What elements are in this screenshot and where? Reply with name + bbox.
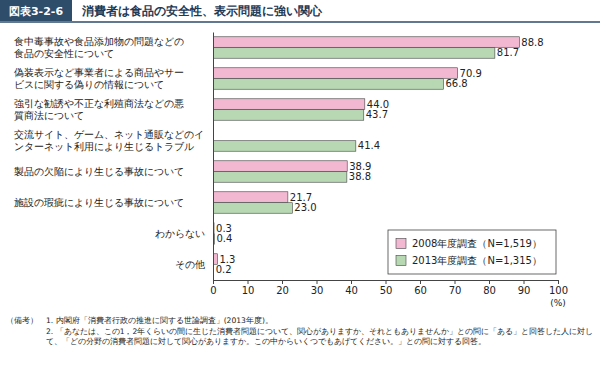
x-tick-mark xyxy=(386,280,387,284)
x-tick: 0 xyxy=(210,280,216,296)
category-label: 食中毒事故や食品添加物の問題などの食品の安全性について xyxy=(14,36,184,59)
note: 2. 「あなたは、この1，2年くらいの間に生じた消費者問題について、関心がありま… xyxy=(46,327,594,348)
data-label: 81.7 xyxy=(497,47,519,58)
x-tick-mark xyxy=(420,280,421,284)
category-label: 施設の瑕疵により生じる事故について xyxy=(14,197,184,208)
data-label: 66.8 xyxy=(445,78,467,89)
x-tick: 90 xyxy=(518,280,531,296)
data-label: 0.2 xyxy=(216,264,232,275)
x-tick-mark xyxy=(524,280,525,284)
data-label: 41.4 xyxy=(358,140,380,151)
data-label: 0.3 xyxy=(216,223,232,234)
legend-label: 2008年度調査（N=1,519） xyxy=(412,238,542,249)
category-label: 交流サイト、ゲーム、ネット通販などのインターネット利用により生じるトラブル xyxy=(14,129,204,152)
x-tick: 40 xyxy=(345,280,358,296)
category-label: 偽装表示など事業者による商品やサービスに関する偽りの情報について xyxy=(14,67,184,90)
notes-label: （備考） xyxy=(6,316,46,348)
data-label: 88.8 xyxy=(521,37,543,48)
data-label: 43.7 xyxy=(366,109,388,120)
header-box xyxy=(0,0,72,21)
bar xyxy=(213,192,288,203)
data-label: 21.7 xyxy=(290,192,312,203)
x-tick-mark xyxy=(248,280,249,284)
legend-box xyxy=(388,230,556,274)
x-tick-label: 40 xyxy=(345,285,358,296)
x-tick-mark xyxy=(282,280,283,284)
note: 1. 内閣府「消費者行政の推進に関する世論調査」(2013年度)。 xyxy=(46,316,594,327)
x-tick: 20 xyxy=(276,280,289,296)
x-tick-label: 50 xyxy=(380,285,393,296)
x-tick-label: 70 xyxy=(449,285,462,296)
x-tick: 100 xyxy=(549,280,568,296)
data-label: 23.0 xyxy=(294,202,316,213)
category-label: その他 xyxy=(175,259,205,270)
x-tick-mark xyxy=(317,280,318,284)
data-label: 38.9 xyxy=(349,161,371,172)
data-label: 44.0 xyxy=(367,99,389,110)
x-tick-mark xyxy=(558,280,559,284)
title: 消費者は食品の安全性、表示問題に強い関心 xyxy=(81,4,323,18)
x-tick-mark xyxy=(489,280,490,284)
data-label: 38.8 xyxy=(349,171,371,182)
x-tick-label: 0 xyxy=(210,285,216,296)
bar xyxy=(213,172,347,183)
category-labels: 食中毒事故や食品添加物の問題などの食品の安全性について偽装表示など事業者による商… xyxy=(14,36,205,270)
x-tick-label: 60 xyxy=(414,285,427,296)
bar xyxy=(213,99,365,110)
notes-list: 1. 内閣府「消費者行政の推進に関する世論調査」(2013年度)。2. 「あなた… xyxy=(46,316,594,348)
category-label: 製品の欠陥により生じる事故について xyxy=(14,166,184,177)
figure-label: 図表3-2-6 xyxy=(9,5,63,18)
header-rule xyxy=(0,21,600,23)
x-tick-label: 80 xyxy=(483,285,496,296)
bar xyxy=(213,37,519,48)
x-tick-label: 20 xyxy=(276,285,289,296)
x-tick-label: 10 xyxy=(242,285,255,296)
x-axis: 0 10 20 30 40 50 60 70 80 90 100 xyxy=(210,280,568,296)
category-label: わからない xyxy=(155,228,205,239)
x-tick: 30 xyxy=(311,280,324,296)
x-tick-label: 90 xyxy=(518,285,531,296)
x-tick: 10 xyxy=(242,280,255,296)
data-label: 1.3 xyxy=(219,254,235,265)
x-tick: 70 xyxy=(449,280,462,296)
category-label: 強引な勧誘や不正な利殖商法などの悪質商法について xyxy=(14,98,184,121)
legend: 2008年度調査（N=1,519） 2013年度調査（N=1,315） xyxy=(388,230,556,274)
legend-label: 2013年度調査（N=1,315） xyxy=(412,255,542,266)
x-tick-mark xyxy=(455,280,456,284)
x-tick: 50 xyxy=(380,280,393,296)
bar xyxy=(213,141,356,152)
data-label: 70.9 xyxy=(460,68,482,79)
x-axis-title: (%) xyxy=(550,298,566,308)
x-tick: 60 xyxy=(414,280,427,296)
legend-swatch xyxy=(396,256,406,266)
data-label: 0.4 xyxy=(216,233,232,244)
bar xyxy=(213,110,364,121)
bar xyxy=(213,161,347,172)
bar xyxy=(213,68,458,79)
x-axis-line xyxy=(214,281,559,285)
bar xyxy=(213,79,443,90)
y-axis-line xyxy=(213,33,214,281)
x-tick-mark xyxy=(213,280,214,284)
bar xyxy=(213,203,292,214)
x-tick-label: 100 xyxy=(549,285,568,296)
notes: （備考）1. 内閣府「消費者行政の推進に関する世論調査」(2013年度)。2. … xyxy=(6,316,594,348)
x-tick-mark xyxy=(351,280,352,284)
y-axis xyxy=(213,33,214,281)
legend-swatch xyxy=(396,239,406,249)
x-tick-label: 30 xyxy=(311,285,324,296)
x-tick: 80 xyxy=(483,280,496,296)
data-labels: 88.8 70.9 44.0 38.9 21.7 0.3 1.3 81.7 66.8 43.7 41… xyxy=(216,37,544,276)
bar xyxy=(213,48,495,59)
